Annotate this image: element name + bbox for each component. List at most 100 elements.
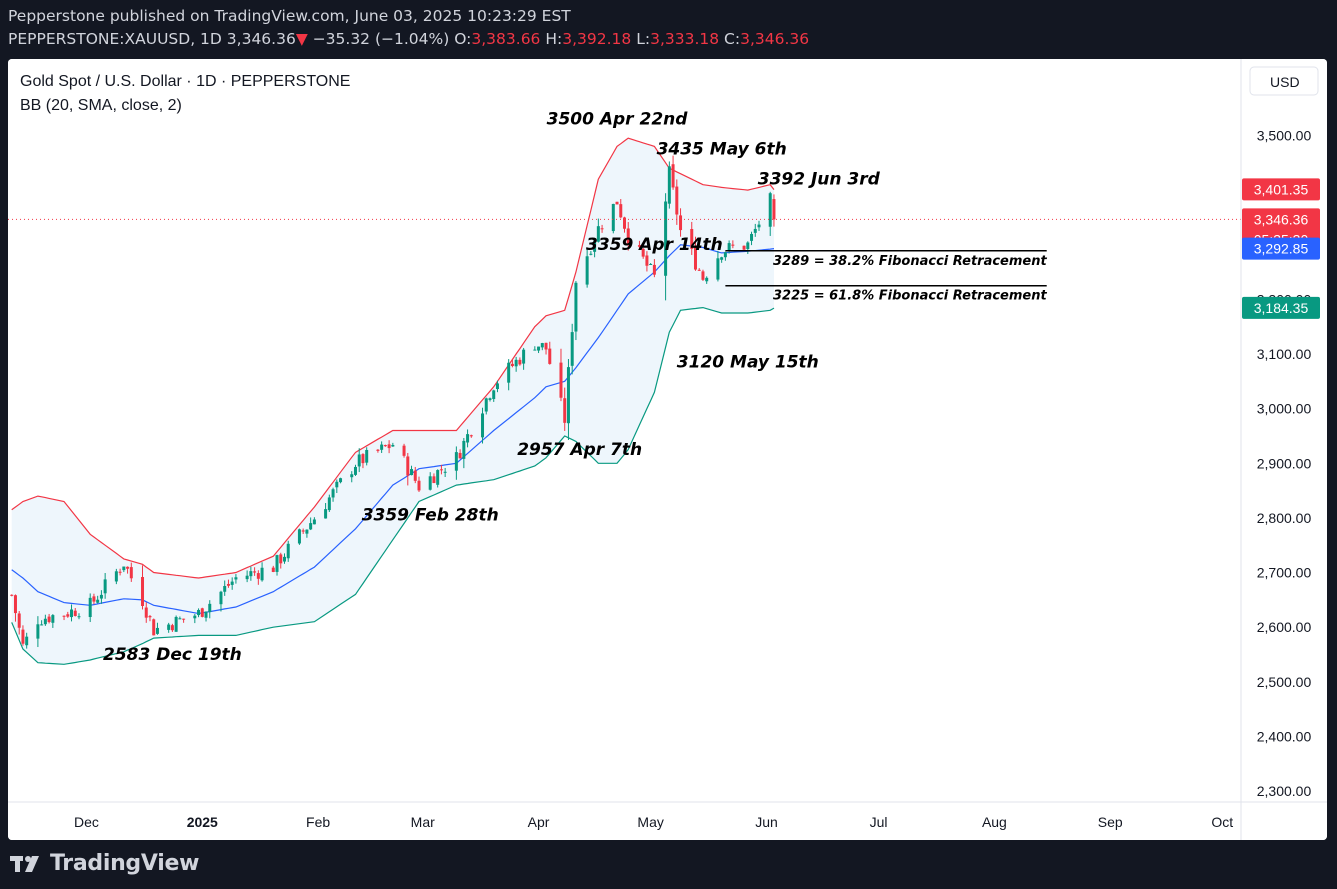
price-annotation: 3359 Apr 14th: [586, 235, 723, 255]
candle-body: [537, 346, 541, 351]
candle-body: [301, 530, 305, 532]
candle-body: [208, 603, 212, 613]
candle-body: [312, 519, 316, 525]
candle-body: [141, 577, 145, 607]
candle-body: [566, 367, 570, 424]
candle-body: [533, 349, 537, 351]
candle-body: [40, 624, 44, 626]
candle-body: [488, 398, 492, 400]
candle-body: [297, 529, 301, 544]
last-price: 3,346.36: [226, 30, 296, 48]
time-tick-label: Apr: [528, 814, 550, 830]
candle-body: [376, 449, 380, 451]
candle-body: [193, 615, 197, 619]
tradingview-logo[interactable]: TradingView: [10, 851, 199, 876]
candle-body: [596, 226, 600, 242]
time-axis[interactable]: Dec 2025 Feb Mar Apr May Jun Jul Aug Sep Oct: [74, 814, 1233, 830]
currency-button[interactable]: USD: [1249, 66, 1319, 96]
candle-body: [380, 444, 384, 450]
candle-body: [679, 215, 683, 231]
candle-body: [66, 614, 70, 617]
chart-header: Pepperstone published on TradingView.com…: [0, 0, 1337, 58]
candle-body: [522, 349, 526, 364]
low-value: 3,333.18: [650, 30, 720, 48]
candle-body: [383, 445, 387, 447]
candle-body: [129, 567, 133, 579]
chart-panel[interactable]: 3289 = 38.2% Fibonacci Retracement 3225 =…: [8, 59, 1327, 840]
candle-body: [223, 586, 227, 592]
fib-label: 3225 = 61.8% Fibonacci Retracement: [773, 289, 1047, 304]
candle-body: [118, 571, 122, 573]
time-tick-label: Jul: [870, 814, 888, 830]
candle-body: [514, 359, 518, 367]
fib-label: 3289 = 38.2% Fibonacci Retracement: [773, 254, 1047, 269]
open-label: O:: [454, 30, 472, 48]
price-tick-label: 2,500.00: [1257, 674, 1312, 690]
candle-body: [253, 571, 257, 573]
price-annotation: 2957 Apr 7th: [517, 440, 642, 460]
candle-body: [144, 607, 148, 618]
high-value: 3,392.18: [562, 30, 632, 48]
close-value: 3,346.36: [740, 30, 810, 48]
candle-body: [716, 258, 720, 280]
bb-upper-label: 3,401.35: [1254, 181, 1309, 197]
candle-body: [768, 193, 772, 227]
candle-body: [170, 625, 174, 631]
candle-body: [21, 629, 25, 644]
candle-body: [667, 166, 671, 204]
candle-body: [305, 529, 309, 534]
candle-body: [353, 466, 357, 475]
bb-lower-label: 3,184.35: [1254, 300, 1309, 316]
candle-body: [114, 571, 118, 582]
symbol-name[interactable]: PEPPERSTONE:XAUUSD, 1D: [8, 30, 222, 48]
time-tick-label: Sep: [1098, 814, 1123, 830]
candle-body: [611, 203, 615, 232]
candle-body: [70, 609, 74, 618]
time-tick-label: Feb: [306, 814, 330, 830]
candle-body: [645, 255, 649, 266]
candle-body: [652, 264, 656, 275]
candle-body: [510, 363, 514, 367]
price-tick-label: 3,500.00: [1257, 127, 1312, 143]
published-line: Pepperstone published on TradingView.com…: [8, 7, 571, 25]
candle-body: [324, 509, 328, 519]
candle-body: [99, 594, 103, 599]
price-annotation: 3120 May 15th: [677, 353, 819, 373]
tradingview-logo-icon: [10, 855, 39, 872]
candle-body: [256, 573, 260, 579]
candle-body: [249, 571, 253, 577]
candle-body: [641, 248, 645, 257]
candle-body: [92, 596, 96, 602]
legend-title: Gold Spot / U.S. Dollar · 1D · PEPPERSTO…: [20, 73, 350, 90]
candle-body: [671, 164, 675, 188]
candle-body: [167, 624, 171, 630]
time-tick-label: Aug: [982, 814, 1007, 830]
candle-body: [327, 497, 331, 511]
candle-body: [548, 348, 552, 364]
price-chart[interactable]: 3289 = 38.2% Fibonacci Retracement 3225 =…: [8, 59, 1327, 840]
candle-body: [43, 618, 47, 625]
candle-body: [649, 264, 653, 266]
currency-label: USD: [1270, 74, 1300, 90]
bb-lower-label-bg: [1242, 296, 1320, 319]
price-tick-label: 2,900.00: [1257, 455, 1312, 471]
candle-body: [126, 566, 130, 569]
candle-body: [391, 444, 395, 447]
time-tick-label: Oct: [1211, 814, 1233, 830]
legend-indicator: BB (20, SMA, close, 2): [20, 97, 182, 114]
candle-body: [563, 398, 567, 423]
candle-body: [637, 245, 641, 247]
annotations: 3500 Apr 22nd 3435 May 6th 3392 Jun 3rd 335…: [103, 110, 881, 665]
bb-upper-line: [11, 137, 775, 579]
candle-body: [750, 233, 754, 241]
candle-body: [282, 556, 286, 562]
candle-body: [757, 224, 761, 228]
candle-body: [387, 444, 391, 449]
low-label: L:: [636, 30, 651, 48]
bb-basis-label: 3,292.85: [1254, 241, 1309, 257]
candle-body: [51, 615, 55, 623]
candle-body: [469, 435, 473, 437]
bb-fill: [11, 138, 774, 665]
candle-body: [406, 456, 410, 476]
price-tick-label: 2,400.00: [1257, 728, 1312, 744]
